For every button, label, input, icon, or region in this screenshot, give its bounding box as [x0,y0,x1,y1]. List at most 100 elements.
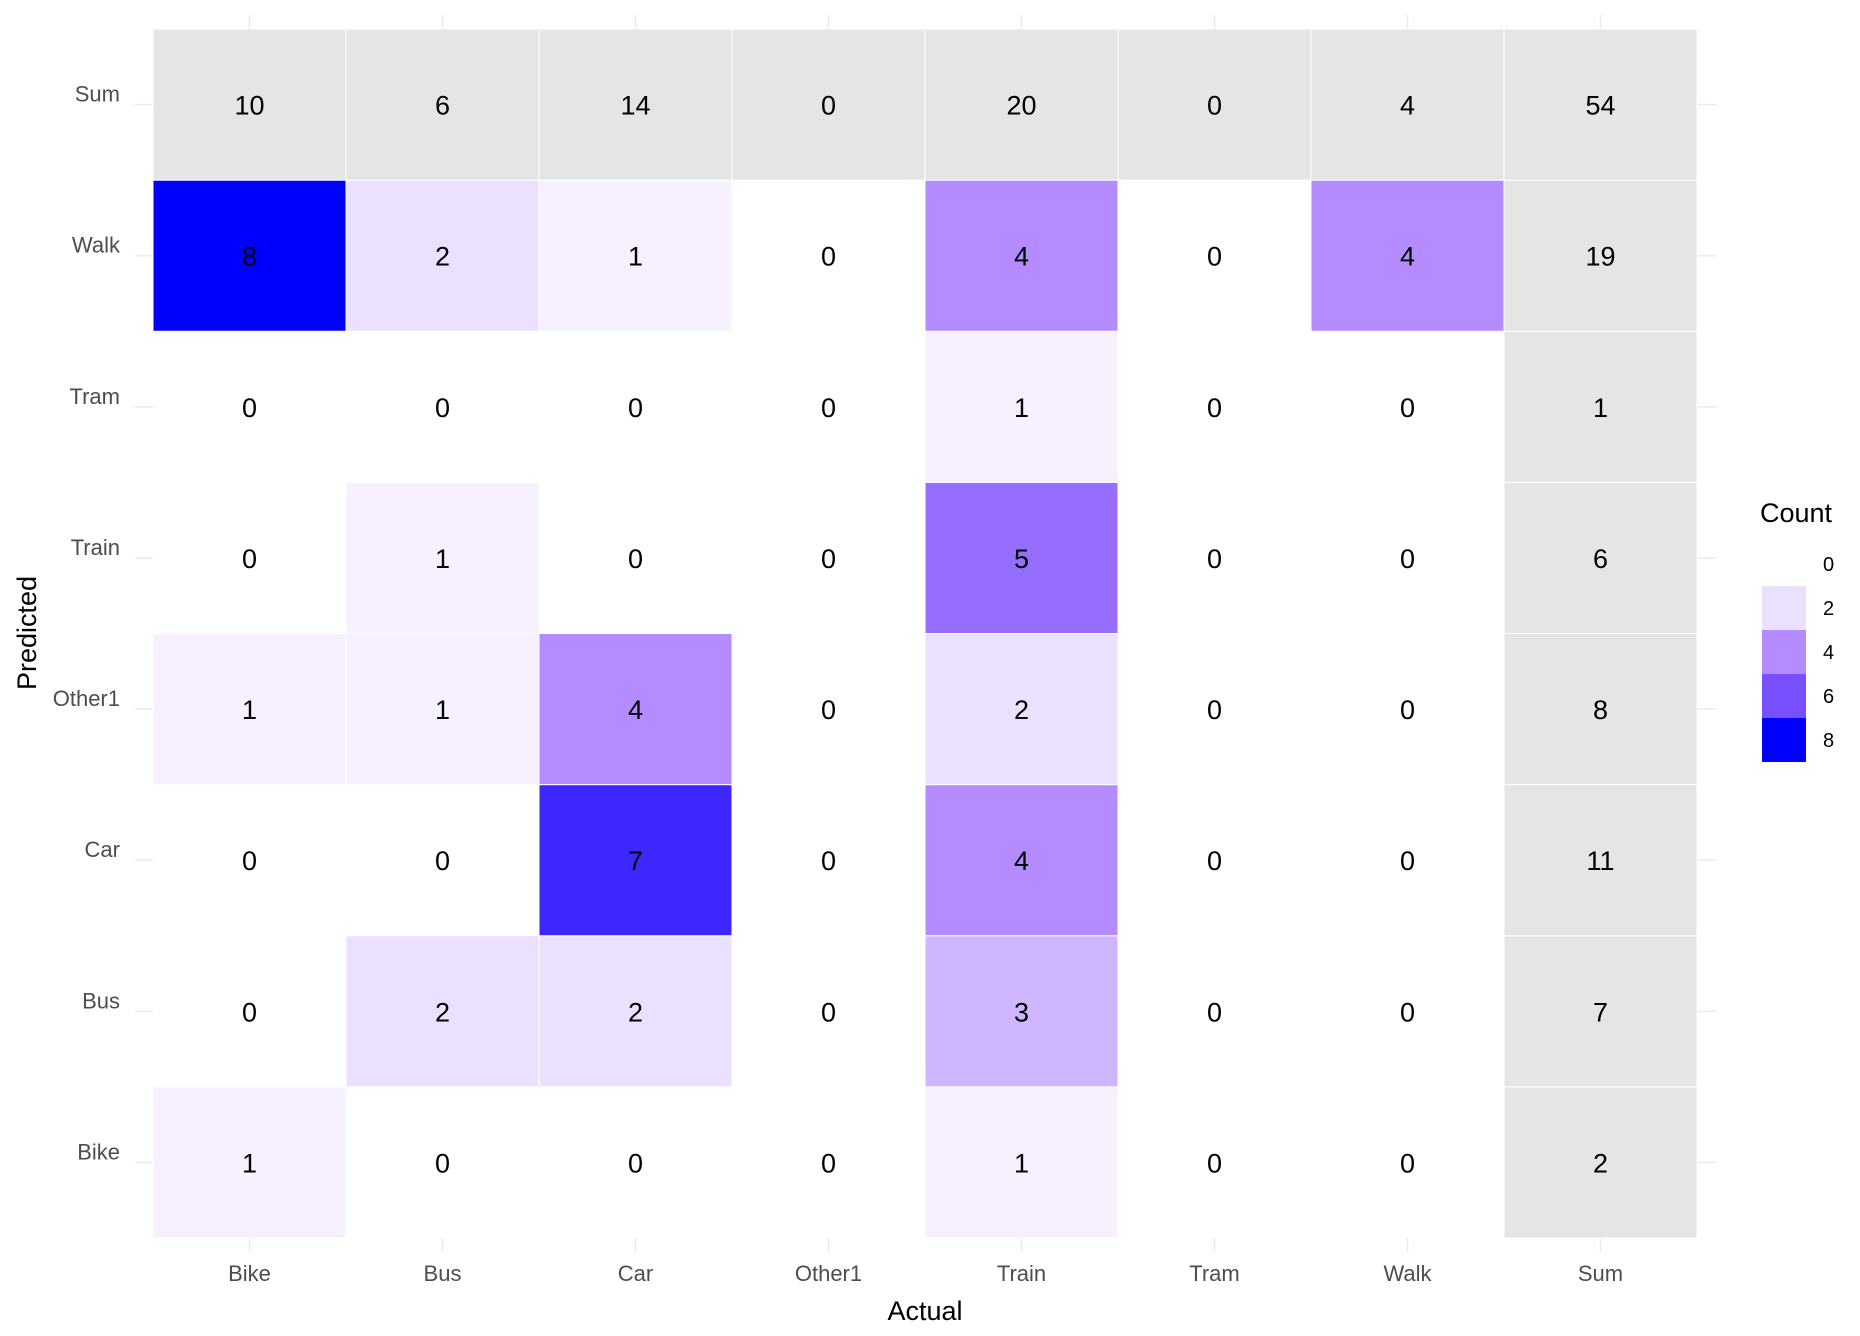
cell-label-tram-walk: 0 [1400,393,1415,423]
x-tick-label-tram: Tram [1189,1261,1240,1286]
cell-other1-bus [345,633,540,786]
cell-car-walk [1311,784,1504,936]
cell-label-sum-train: 20 [1006,91,1036,121]
cell-label-walk-bus: 2 [435,242,450,272]
cell-bus-car [538,935,733,1088]
cell-label-other1-sum: 8 [1593,695,1608,725]
cell-car-sum [1503,784,1698,937]
x-tick-label-bike: Bike [228,1261,271,1286]
cell-label-sum-car: 14 [620,91,650,121]
cell-train-sum [1503,481,1698,634]
cell-other1-train [924,633,1119,786]
cell-bike-tram [1118,1086,1311,1238]
y-axis-title: Predicted [12,576,42,690]
cell-car-car [538,784,733,937]
cell-sum-car [538,28,733,181]
cell-tram-bus [346,331,539,483]
cell-bus-other1 [732,935,925,1087]
cell-sum-other1 [731,28,926,181]
cell-label-sum-bike: 10 [234,91,264,121]
cell-tram-sum [1503,330,1698,483]
cell-train-other1 [732,482,925,634]
legend-key-2 [1762,586,1806,630]
cell-bike-car [539,1086,732,1238]
y-tick-label-other1: Other1 [53,686,120,711]
cell-label-bike-car: 0 [628,1148,643,1178]
cell-bike-bike [152,1086,347,1239]
legend-label-8: 8 [1823,730,1834,752]
cell-label-walk-sum: 19 [1585,242,1615,272]
cell-bike-bus [346,1086,539,1238]
cell-label-tram-train: 1 [1014,393,1029,423]
cell-label-train-tram: 0 [1207,544,1222,574]
legend-key-8 [1762,718,1806,762]
cell-label-car-sum: 11 [1586,846,1614,876]
legend-label-0: 0 [1823,554,1834,576]
cell-bike-other1 [732,1086,925,1238]
cell-label-bus-tram: 0 [1207,997,1222,1027]
cell-label-tram-tram: 0 [1207,393,1222,423]
cell-other1-bike [152,633,347,786]
cell-label-bus-car: 2 [628,997,643,1027]
cell-walk-other1 [732,180,925,332]
cell-label-bus-walk: 0 [1400,997,1415,1027]
cell-walk-train [924,179,1119,332]
y-tick-label-sum: Sum [75,82,120,107]
cell-sum-bike [152,28,347,181]
cell-car-train [924,784,1119,937]
cell-car-bike [153,784,346,936]
y-tick-label-bus: Bus [82,988,120,1013]
cell-sum-walk [1310,28,1505,181]
cell-label-bike-sum: 2 [1593,1148,1608,1178]
legend: Count 0 2 4 6 8 [1760,498,1834,762]
cell-label-bus-sum: 7 [1593,997,1608,1027]
x-tick-label-other1: Other1 [795,1261,862,1286]
cell-label-train-train: 5 [1014,544,1029,574]
cell-tram-other1 [732,331,925,483]
cell-sum-train [924,28,1119,181]
cell-train-bike [153,482,346,634]
cell-label-other1-bike: 1 [242,695,257,725]
cell-label-walk-other1: 0 [821,242,836,272]
cell-bike-sum [1503,1086,1698,1239]
cell-bus-sum [1503,935,1698,1088]
cell-label-car-walk: 0 [1400,846,1415,876]
cell-label-tram-bike: 0 [242,393,257,423]
cell-label-walk-walk: 4 [1400,242,1415,272]
cell-tram-tram [1118,331,1311,483]
cell-label-car-train: 4 [1014,846,1029,876]
x-axis-title: Actual [887,1296,962,1326]
cell-label-bike-train: 1 [1014,1148,1029,1178]
cell-sum-tram [1117,28,1312,181]
x-tick-label-bus: Bus [424,1261,462,1286]
cell-label-walk-train: 4 [1014,242,1029,272]
cell-label-bus-bike: 0 [242,997,257,1027]
cell-bus-tram [1118,935,1311,1087]
cell-label-car-bike: 0 [242,846,257,876]
cell-label-sum-other1: 0 [821,91,836,121]
cell-train-train [924,481,1119,634]
cell-label-walk-bike: 8 [242,242,257,272]
x-tick-label-sum: Sum [1578,1261,1623,1286]
cell-other1-walk [1311,633,1504,785]
cell-label-bike-tram: 0 [1207,1148,1222,1178]
cell-label-bike-other1: 0 [821,1148,836,1178]
cell-label-walk-tram: 0 [1207,242,1222,272]
cell-label-walk-car: 1 [628,242,643,272]
cell-tram-bike [153,331,346,483]
cell-label-bus-bus: 2 [435,997,450,1027]
cell-car-other1 [732,784,925,936]
cell-label-other1-train: 2 [1014,695,1029,725]
cell-train-walk [1311,482,1504,634]
y-tick-label-tram: Tram [69,384,120,409]
cell-label-other1-tram: 0 [1207,695,1222,725]
x-tick-label-walk: Walk [1383,1261,1432,1286]
cell-label-other1-other1: 0 [821,695,836,725]
cell-label-sum-sum: 54 [1585,91,1615,121]
cell-label-other1-bus: 1 [435,695,450,725]
cell-other1-sum [1503,633,1698,786]
x-tick-label-train: Train [997,1261,1046,1286]
cell-label-bike-bus: 0 [435,1148,450,1178]
legend-key-0 [1762,542,1806,586]
cell-walk-car [538,179,733,332]
